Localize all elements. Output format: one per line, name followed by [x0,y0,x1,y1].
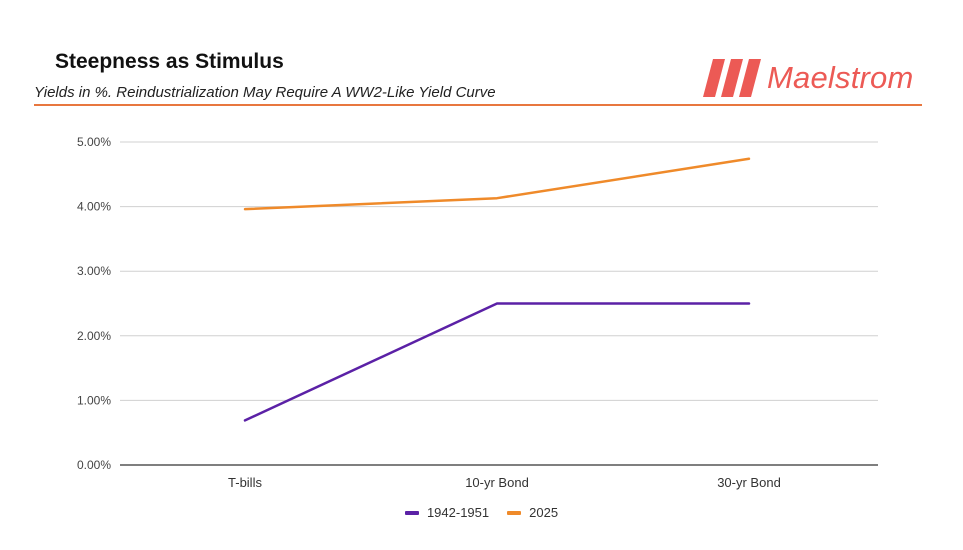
y-tick-label: 5.00% [77,135,111,149]
legend: 1942-1951 2025 [0,505,963,520]
y-tick-label: 3.00% [77,264,111,278]
header-divider [34,104,922,106]
x-tick-label: 10-yr Bond [465,475,529,490]
x-axis-ticks: T-bills 10-yr Bond 30-yr Bond [228,475,781,490]
x-tick-label: T-bills [228,475,262,490]
chart-subtitle: Yields in %. Reindustrialization May Req… [34,84,496,101]
legend-label: 2025 [529,505,559,520]
y-tick-label: 4.00% [77,200,111,214]
chart-title: Steepness as Stimulus [55,50,284,73]
legend-swatch [507,510,522,515]
series-lines [243,157,751,422]
y-tick-label: 0.00% [77,458,111,472]
gridlines [120,141,878,466]
brand-name: Maelstrom [767,60,914,95]
legend-item-1942-1951[interactable]: 1942-1951 [404,505,490,520]
y-axis-ticks: 0.00% 1.00% 2.00% 3.00% 4.00% 5.00% [77,135,111,472]
legend-label: 1942-1951 [426,505,490,520]
y-tick-label: 2.00% [77,329,111,343]
y-tick-label: 1.00% [77,393,111,407]
series-line-2025 [243,157,751,211]
brand-logo: Maelstrom [703,56,914,100]
series-line-1942-1951 [243,302,751,422]
legend-swatch [404,510,419,515]
legend-item-2025[interactable]: 2025 [507,505,558,520]
maelstrom-bars-icon [703,59,761,97]
x-tick-label: 30-yr Bond [717,475,781,490]
